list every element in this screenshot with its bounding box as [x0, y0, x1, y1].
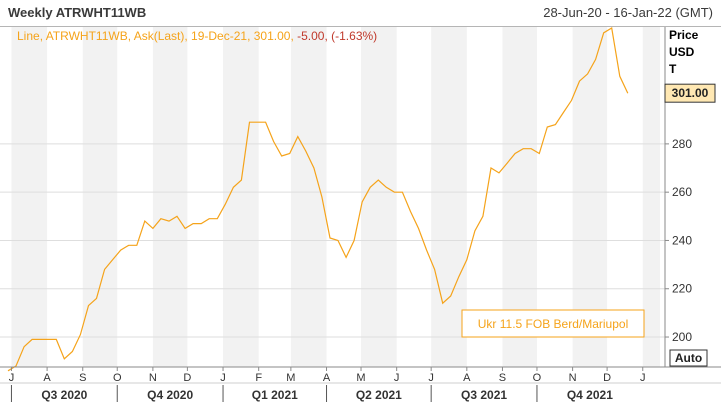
- month-tick-label: S: [79, 372, 86, 384]
- month-tick-label: D: [603, 372, 611, 384]
- grid-lines: [0, 143, 665, 338]
- month-tick-label: F: [255, 372, 262, 384]
- month-tick-label: N: [569, 372, 577, 384]
- month-tick-label: S: [499, 372, 506, 384]
- y-tick-label: 240: [672, 233, 692, 247]
- month-tick-label: J: [9, 372, 15, 384]
- x-axis-quarter-labels: Q3 2020 Q4 2020 Q1 2021 Q2 2021 Q3 2021 Q4 20…: [10, 385, 613, 402]
- month-tick-label: J: [428, 372, 434, 384]
- quarter-label: Q4 2020: [147, 388, 193, 402]
- chart-title: Weekly ATRWHT11WB: [8, 5, 147, 20]
- month-tick-label: J: [394, 372, 400, 384]
- info-prefix: Line, ATRWHT11WB, Ask(Last), 19-Dec-21, …: [17, 29, 297, 43]
- quarter-label: Q2 2021: [356, 388, 402, 402]
- month-band: [11, 27, 48, 367]
- y-tick-label: 280: [672, 137, 692, 151]
- auto-scale-button[interactable]: Auto: [669, 349, 708, 367]
- month-tick-label: A: [323, 372, 331, 384]
- series-info-line: Line, ATRWHT11WB, Ask(Last), 19-Dec-21, …: [17, 29, 377, 43]
- month-band: [361, 27, 397, 367]
- chart-header: Weekly ATRWHT11WB 28-Jun-20 - 16-Jan-22 …: [0, 0, 721, 27]
- month-tick-label: A: [463, 372, 471, 384]
- month-tick-label: M: [286, 372, 295, 384]
- month-tick-label: J: [220, 372, 226, 384]
- month-tick-label: O: [533, 372, 542, 384]
- legend-box: Ukr 11.5 FOB Berd/Mariupol: [461, 309, 645, 338]
- quarter-label: Q3 2020: [41, 388, 87, 402]
- y-ticks: 200 220 240 260 280: [665, 137, 692, 344]
- last-price-label: 301.00: [672, 86, 709, 100]
- month-tick-label: O: [113, 372, 122, 384]
- y-axis-title-line-1: Price: [669, 28, 699, 42]
- y-axis-title-line-2: USD: [669, 45, 695, 59]
- month-band: [290, 27, 327, 367]
- month-tick-label: N: [149, 372, 157, 384]
- price-line: [7, 27, 629, 372]
- month-tick-label: D: [183, 372, 191, 384]
- month-band: [82, 27, 118, 367]
- quarter-label: Q1 2021: [252, 388, 298, 402]
- y-tick-label: 200: [672, 330, 692, 344]
- legend-entry: Ukr 11.5 FOB Berd/Mariupol: [478, 317, 629, 331]
- quarter-label: Q4 2021: [567, 388, 613, 402]
- y-axis-title-line-3: T: [669, 62, 677, 76]
- month-band: [431, 27, 467, 367]
- month-tick-label: J: [640, 372, 646, 384]
- y-tick-label: 220: [672, 282, 692, 296]
- month-tick-label: M: [356, 372, 365, 384]
- y-tick-label: 260: [672, 185, 692, 199]
- last-price-marker: 301.00: [664, 83, 716, 103]
- month-tick-label: A: [43, 372, 51, 384]
- month-band: [642, 27, 660, 367]
- quarter-label: Q3 2021: [461, 388, 507, 402]
- month-band: [152, 27, 188, 367]
- date-range-label: 28-Jun-20 - 16-Jan-22 (GMT): [543, 5, 713, 20]
- auto-scale-label: Auto: [675, 351, 702, 365]
- info-change: -5.00, (-1.63%): [297, 29, 377, 43]
- y-axis: Price USD T: [669, 28, 699, 76]
